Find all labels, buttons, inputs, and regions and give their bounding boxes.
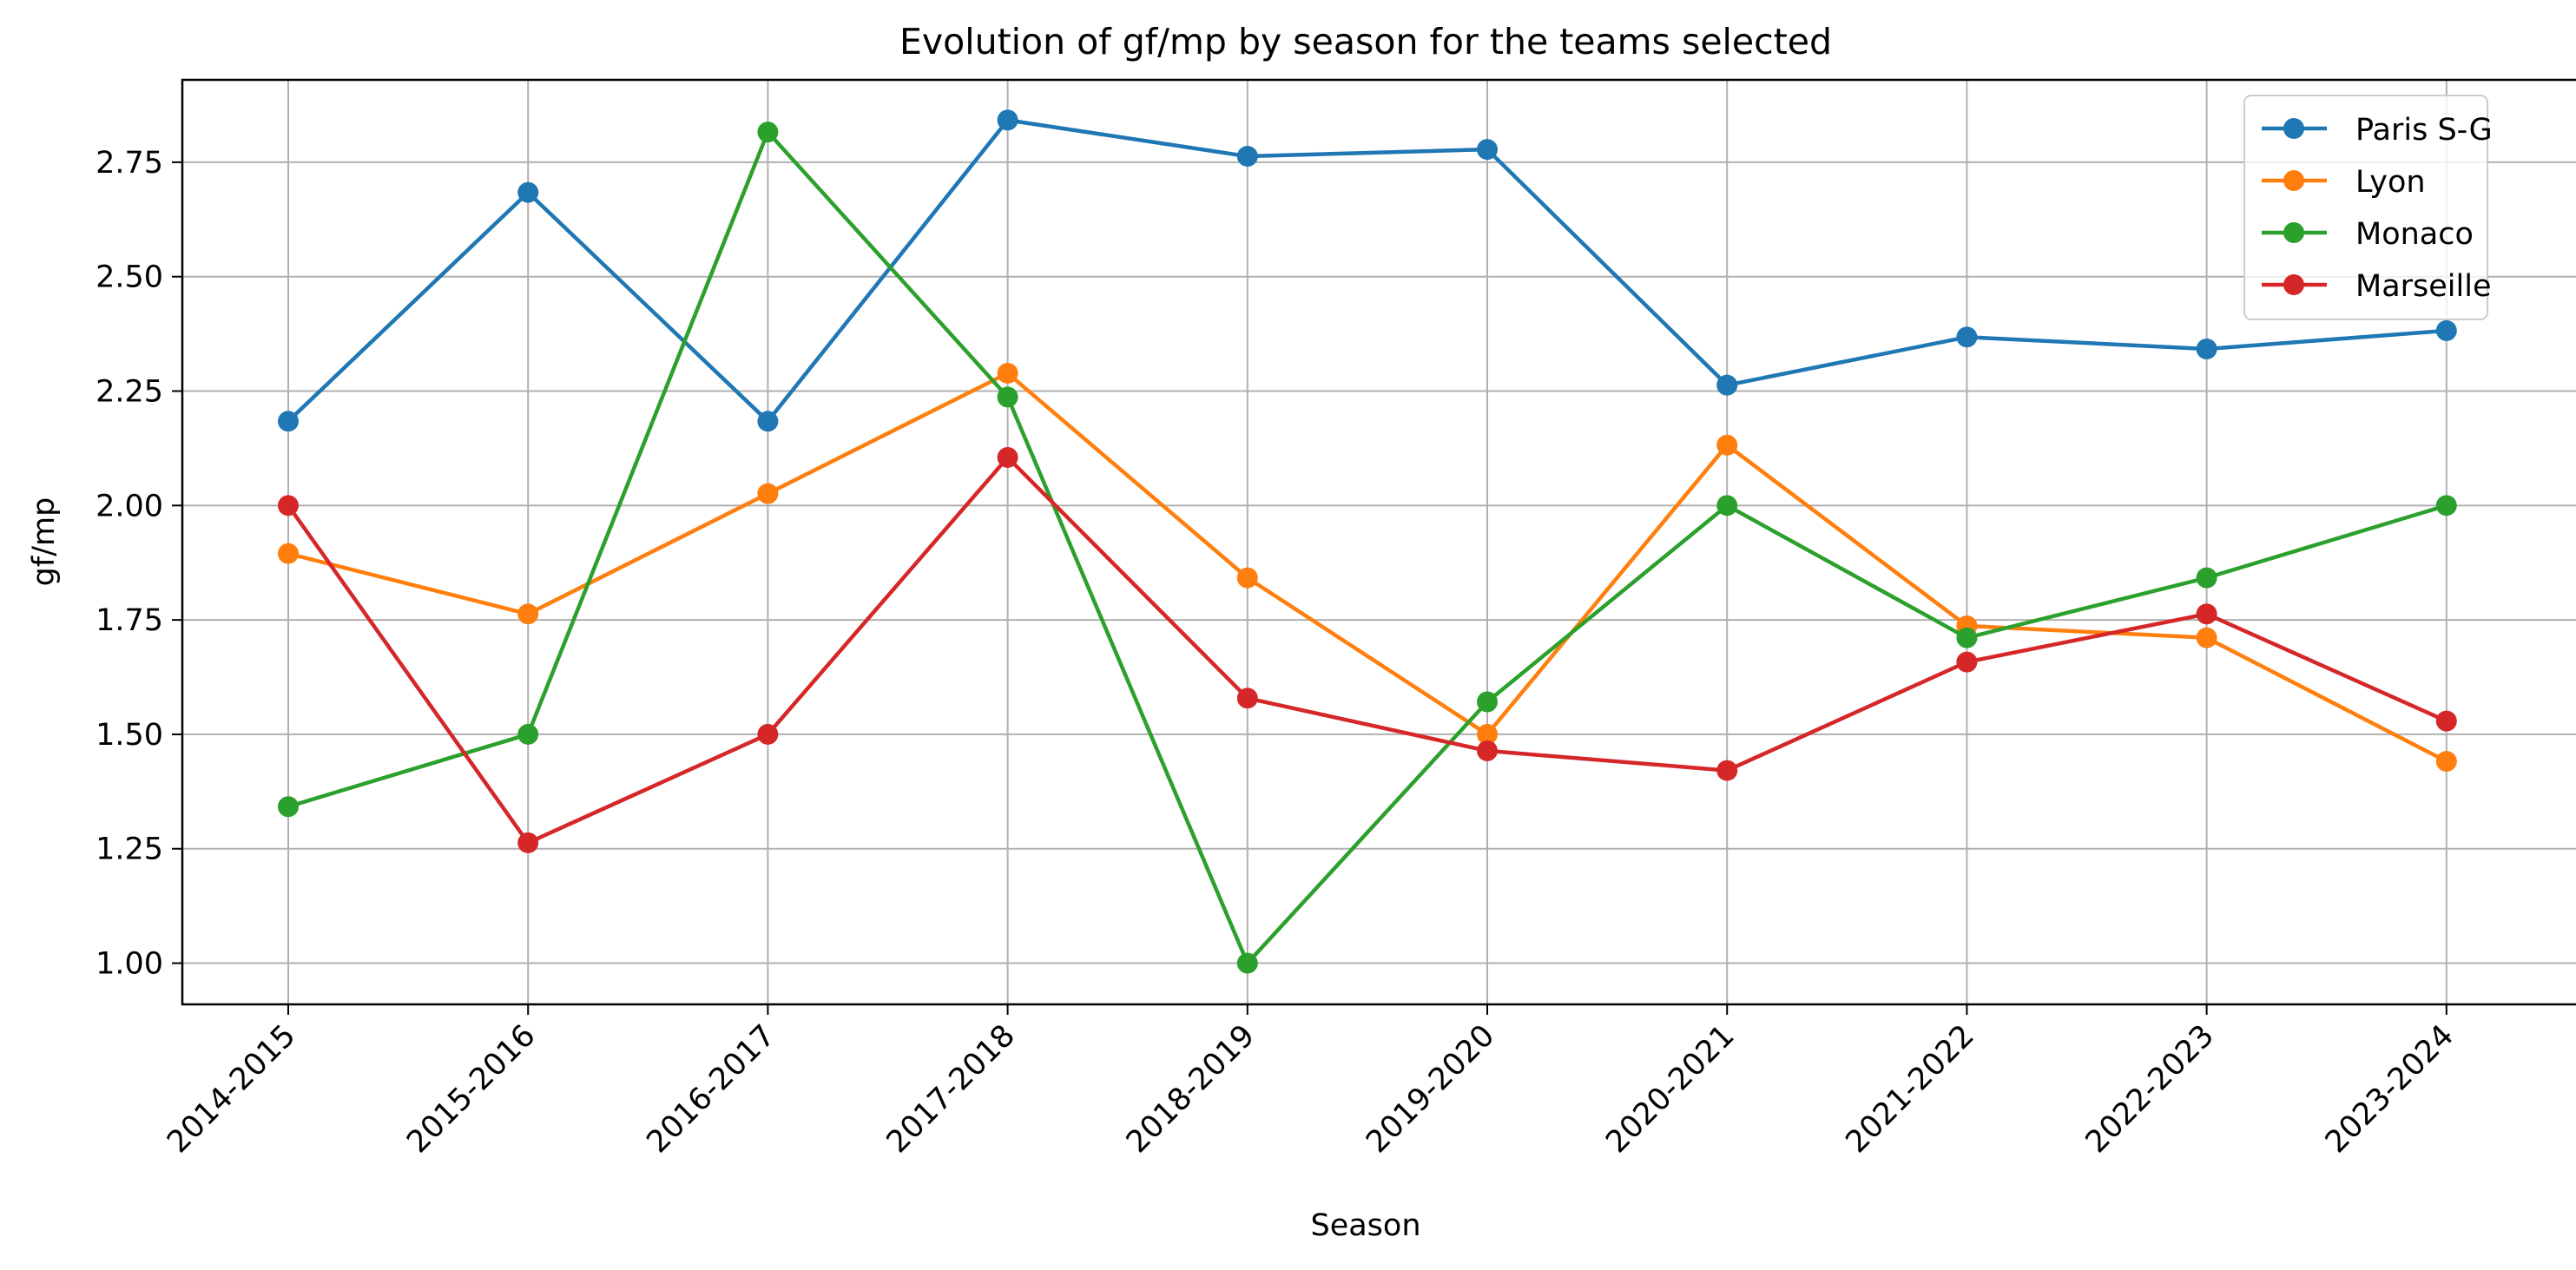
plot-frame: [181, 78, 2576, 1006]
data-point: [2196, 339, 2217, 360]
data-point: [997, 109, 1018, 131]
y-tick-label: 1.25: [96, 832, 163, 867]
x-tick-label: 2014-2015: [161, 1018, 302, 1160]
legend: Paris S-G Lyon Monaco Marseille: [2243, 95, 2493, 320]
legend-entry: Monaco: [2262, 217, 2474, 252]
data-point: [1236, 567, 1258, 589]
x-tick-label: 2021-2022: [1840, 1018, 1981, 1160]
data-point: [1477, 723, 1498, 745]
data-point: [1236, 952, 1258, 974]
legend-marker: [2283, 222, 2304, 243]
legend-entry: Lyon: [2262, 165, 2426, 200]
y-axis-ticks: 1.00 1.25 1.50 1.75 2.00 2.25 2.50 2.75: [96, 146, 182, 982]
series-marseille: [278, 446, 2457, 853]
y-tick-label: 1.50: [96, 718, 163, 753]
legend-marker: [2283, 274, 2304, 295]
y-axis-label: gf/mp: [27, 497, 62, 587]
series-lyon: [278, 362, 2457, 773]
x-tick-label: 2017-2018: [880, 1018, 1022, 1160]
data-point: [2196, 603, 2217, 625]
data-point: [278, 543, 299, 564]
data-point: [1716, 434, 1738, 456]
data-point: [2196, 567, 2217, 589]
data-point: [757, 122, 779, 143]
data-point: [517, 181, 539, 203]
x-tick-label: 2023-2024: [2319, 1018, 2461, 1160]
data-point: [2435, 751, 2457, 773]
y-tick-label: 2.00: [96, 489, 163, 523]
series-line: [287, 371, 2448, 764]
legend-label: Lyon: [2355, 165, 2426, 200]
data-point: [278, 495, 299, 517]
series-monaco: [278, 122, 2457, 974]
y-tick-label: 2.50: [96, 260, 163, 295]
legend-marker: [2283, 118, 2304, 139]
x-tick-label: 2015-2016: [400, 1018, 542, 1160]
data-point: [2435, 319, 2457, 341]
legend-entry: Paris S-G: [2262, 113, 2493, 148]
series-line: [287, 129, 2448, 965]
legend-label: Marseille: [2355, 269, 2492, 304]
x-axis-ticks: 2014-2015 2015-2016 2016-2017 2017-2018 2018…: [161, 1004, 2461, 1160]
data-point: [997, 386, 1018, 408]
data-point: [997, 362, 1018, 384]
grid-lines: [182, 80, 2576, 1004]
y-tick-label: 1.75: [96, 603, 163, 638]
data-point: [278, 796, 299, 818]
x-tick-label: 2020-2021: [1599, 1018, 1741, 1160]
legend-label: Monaco: [2355, 217, 2474, 252]
x-tick-label: 2019-2020: [1360, 1018, 1501, 1160]
data-point: [757, 483, 779, 504]
legend-marker: [2283, 170, 2304, 191]
data-point: [997, 446, 1018, 468]
data-point: [1956, 326, 1978, 348]
chart-title: Evolution of gf/mp by season for the tea…: [899, 21, 1832, 63]
series-line: [287, 455, 2448, 846]
legend-entry: Marseille: [2262, 269, 2492, 304]
data-point: [757, 411, 779, 432]
data-point: [2435, 495, 2457, 517]
data-point: [278, 411, 299, 432]
data-point: [517, 832, 539, 853]
x-tick-label: 2016-2017: [641, 1018, 782, 1160]
data-point: [1236, 146, 1258, 168]
y-tick-label: 2.25: [96, 375, 163, 410]
data-point: [1716, 374, 1738, 396]
data-point: [2196, 627, 2217, 648]
data-point: [1716, 495, 1738, 517]
data-point: [517, 603, 539, 625]
series-line: [287, 118, 2447, 424]
data-point: [1236, 688, 1258, 709]
data-point: [1477, 139, 1498, 161]
series-paris-s-g: [278, 109, 2457, 432]
data-point: [2435, 710, 2457, 732]
data-point: [1956, 651, 1978, 673]
x-tick-label: 2018-2019: [1120, 1018, 1262, 1160]
series-lines: [278, 109, 2457, 974]
data-point: [517, 723, 539, 745]
y-tick-label: 2.75: [96, 146, 163, 181]
data-point: [1956, 627, 1978, 648]
legend-label: Paris S-G: [2355, 113, 2493, 148]
data-point: [1477, 691, 1498, 713]
x-axis-label: Season: [1310, 1208, 1420, 1243]
data-point: [757, 723, 779, 745]
y-tick-label: 1.00: [96, 947, 163, 982]
data-point: [1716, 760, 1738, 781]
data-point: [1477, 740, 1498, 761]
legend-box: [2243, 95, 2488, 320]
x-tick-label: 2022-2023: [2079, 1018, 2221, 1160]
